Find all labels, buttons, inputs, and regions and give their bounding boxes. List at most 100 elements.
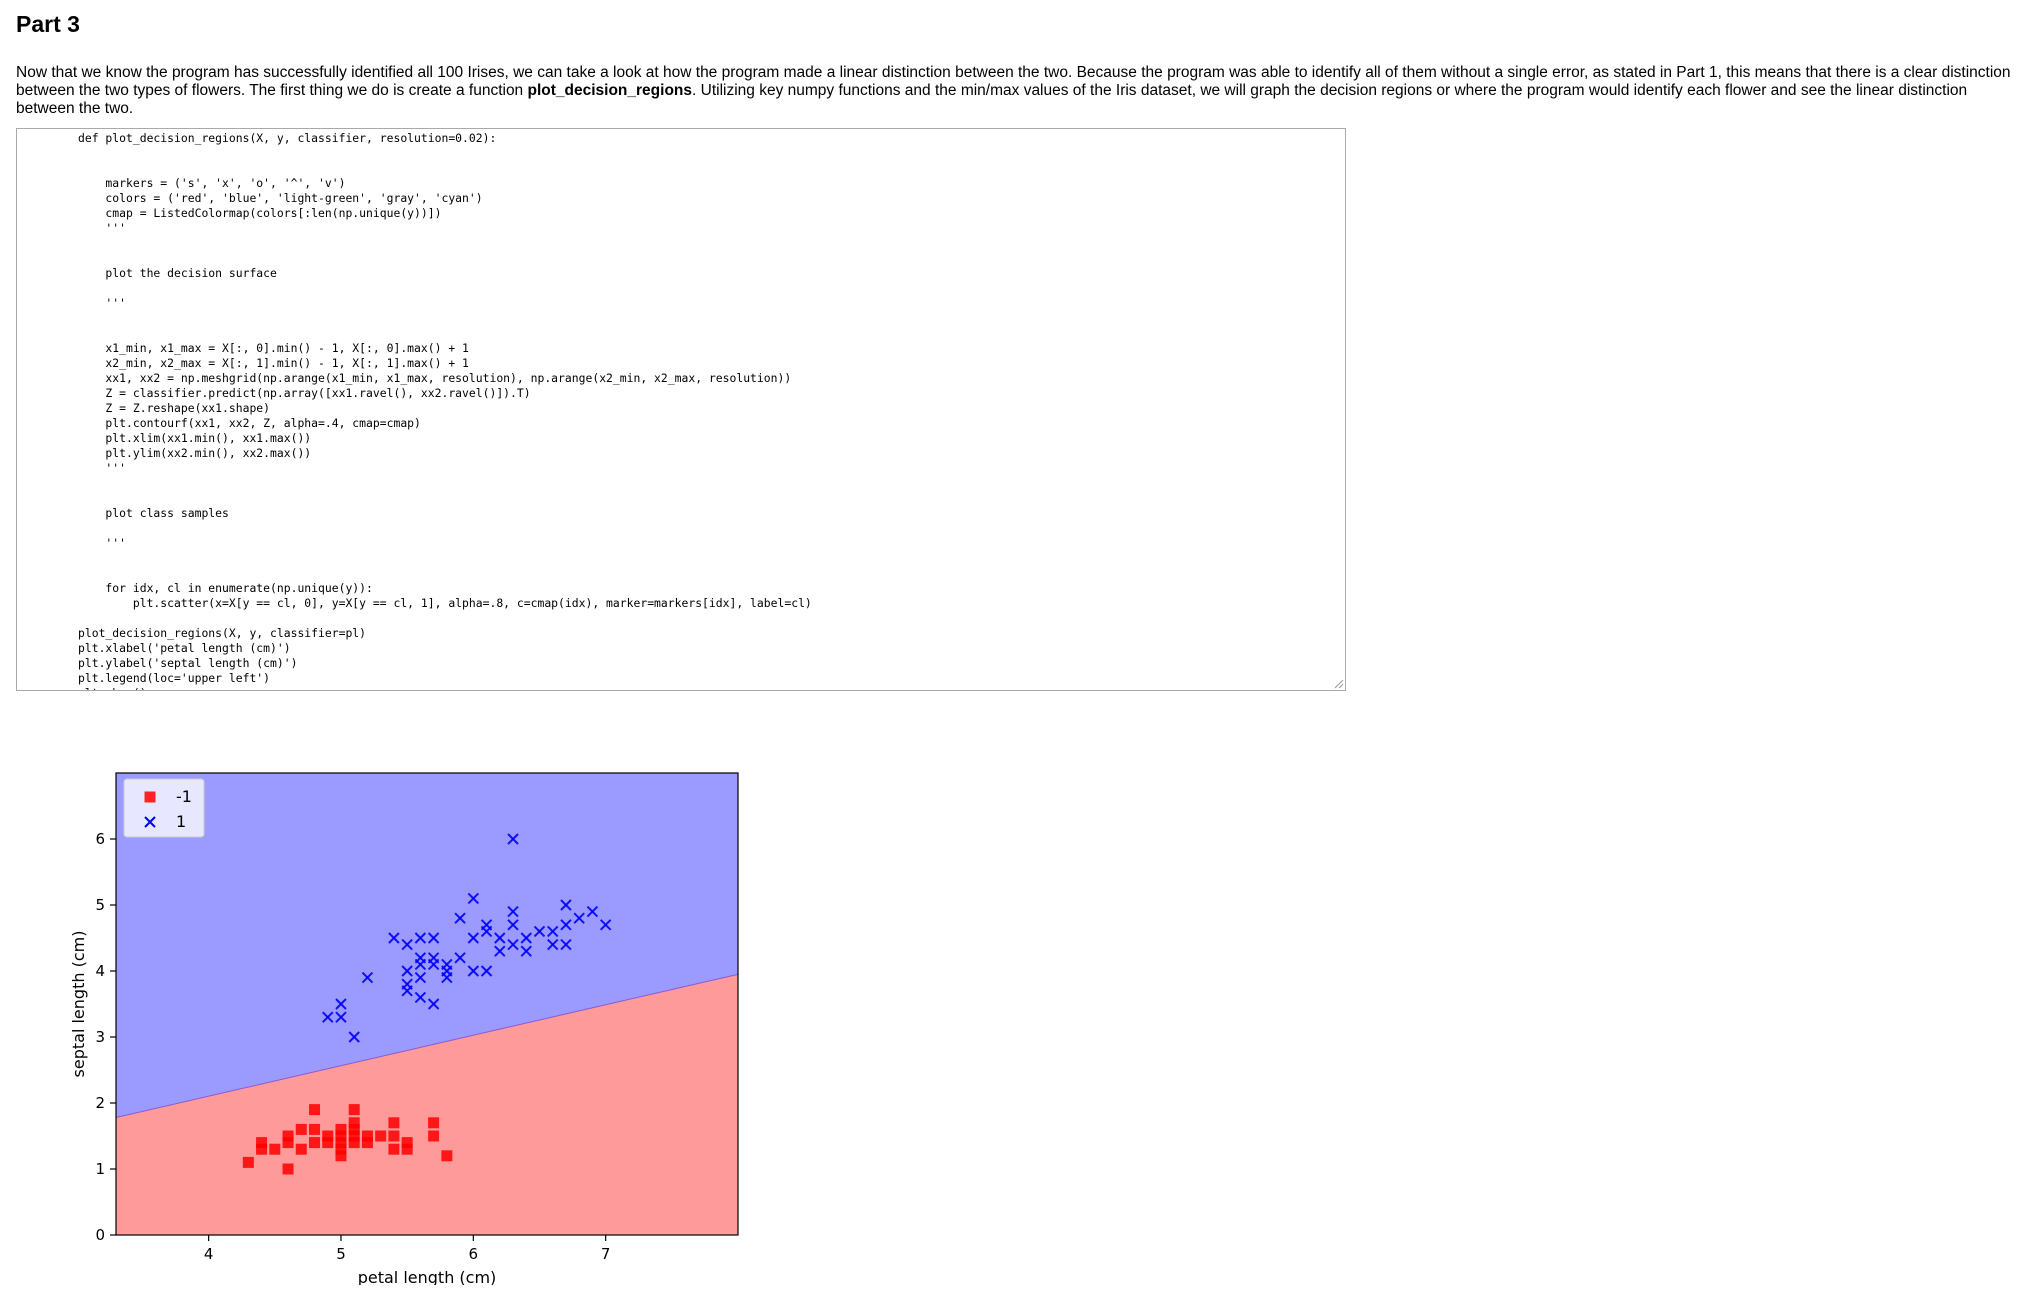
x-tick-label: 6: [469, 1245, 479, 1263]
point-class-neg1: [388, 1130, 400, 1142]
point-class-1: [507, 919, 519, 931]
page: Part 3 Now that we know the program has …: [16, 0, 2026, 691]
point-class-1: [507, 938, 519, 951]
point-class-1: [388, 932, 400, 944]
point-class-neg1: [256, 1143, 268, 1155]
point-class-1: [427, 932, 440, 944]
point-class-1: [599, 919, 612, 931]
axes: 4 5 6 7 0 1 2 3 4 5 6: [95, 830, 610, 1263]
plot-frame: [115, 772, 739, 1236]
point-class-neg1: [361, 1137, 373, 1149]
resize-handle-icon[interactable]: [1333, 678, 1344, 689]
point-class-1: [507, 905, 519, 918]
point-class-1: [414, 932, 427, 944]
point-class-1: [480, 925, 493, 938]
y-tick-label: 4: [95, 962, 105, 980]
decision-regions: [116, 773, 738, 1235]
y-tick-label: 5: [95, 896, 105, 914]
intro-paragraph: Now that we know the program has success…: [16, 64, 2024, 118]
x-axis-label: petal length (cm): [358, 1268, 497, 1285]
x-tick-label: 7: [601, 1245, 611, 1263]
decision-boundary-line: [116, 973, 738, 1119]
point-class-neg1: [401, 1137, 413, 1149]
point-class-neg1: [388, 1117, 400, 1129]
point-class-neg1: [388, 1143, 400, 1155]
region-class-neg1: [116, 974, 738, 1235]
point-class-1: [361, 971, 374, 984]
legend: -11: [123, 778, 205, 838]
point-class-neg1: [441, 1150, 453, 1162]
point-class-neg1: [401, 1143, 413, 1155]
point-class-1: [427, 998, 440, 1010]
point-class-1: [533, 925, 546, 938]
point-class-neg1: [309, 1123, 321, 1135]
intro-function-name: plot_decision_regions: [527, 82, 693, 99]
point-class-1: [547, 938, 559, 951]
point-class-1: [507, 833, 519, 845]
region-class-1: [116, 773, 738, 1118]
x-tick-label: 5: [336, 1245, 346, 1263]
point-class-1: [335, 998, 347, 1010]
point-class-1: [467, 932, 480, 944]
point-class-neg1: [322, 1130, 334, 1142]
x-tick-label: 4: [204, 1245, 214, 1263]
point-class-neg1: [335, 1150, 347, 1162]
point-class-neg1: [282, 1137, 294, 1149]
point-class-1: [520, 945, 532, 957]
point-class-neg1: [428, 1130, 440, 1142]
point-class-neg1: [295, 1143, 307, 1155]
point-class-neg1: [335, 1143, 347, 1155]
point-class-1: [494, 932, 506, 944]
point-class-1: [586, 905, 599, 918]
point-class-neg1: [335, 1130, 347, 1142]
point-class-1: [414, 991, 427, 1004]
point-class-neg1: [361, 1130, 373, 1142]
point-class-1: [547, 925, 559, 938]
point-class-1: [480, 965, 493, 977]
point-class-neg1: [335, 1123, 347, 1135]
point-class-neg1: [282, 1130, 294, 1142]
point-class-1: [414, 958, 427, 971]
point-class-neg1: [322, 1137, 334, 1149]
point-class-1: [454, 912, 466, 924]
point-class-1: [494, 945, 506, 957]
point-class-1: [520, 932, 532, 944]
y-tick-label: 3: [95, 1028, 105, 1046]
point-class-neg1: [335, 1137, 347, 1149]
decision-regions-chart: 4 5 6 7 0 1 2 3 4 5 6 petal length (cm) septal len…: [50, 745, 770, 1287]
code-textarea[interactable]: def plot_decision_regions(X, y, classifi…: [16, 128, 1346, 691]
intro-text-1: Now that we know the program has success…: [16, 64, 2011, 99]
point-class-1: [401, 985, 413, 997]
code-text[interactable]: def plot_decision_regions(X, y, classifi…: [78, 131, 812, 690]
point-class-neg1: [309, 1104, 321, 1116]
point-class-neg1: [256, 1137, 268, 1149]
point-class-1: [560, 919, 572, 931]
section-title: Part 3: [16, 11, 80, 37]
point-class-1: [560, 899, 572, 911]
point-class-1: [348, 1031, 360, 1043]
point-class-neg1: [348, 1104, 360, 1116]
chart-svg: 4 5 6 7 0 1 2 3 4 5 6 petal length (cm) septal len…: [69, 772, 739, 1287]
legend-marker-1: [144, 816, 156, 828]
point-class-neg1: [282, 1163, 294, 1175]
point-class-1: [573, 912, 585, 924]
point-class-neg1: [348, 1137, 360, 1149]
point-class-neg1: [309, 1137, 321, 1149]
y-tick-label: 2: [95, 1094, 105, 1112]
y-tick-label: 1: [95, 1160, 105, 1178]
point-class-1: [427, 958, 440, 971]
point-class-1: [322, 1011, 334, 1023]
intro-text-2: . Utilizing key numpy functions and the …: [16, 82, 1968, 117]
legend-marker-neg1: [144, 791, 156, 803]
point-class-neg1: [295, 1123, 307, 1135]
point-class-neg1: [348, 1130, 360, 1142]
legend-box: [123, 778, 205, 838]
point-class-neg1: [375, 1130, 387, 1142]
point-class-neg1: [269, 1143, 281, 1155]
point-class-neg1: [348, 1123, 360, 1135]
point-class-1: [401, 965, 413, 977]
legend-label: -1: [176, 787, 192, 806]
point-class-1: [414, 971, 427, 984]
point-class-1: [467, 892, 480, 905]
point-class-neg1: [242, 1156, 254, 1168]
